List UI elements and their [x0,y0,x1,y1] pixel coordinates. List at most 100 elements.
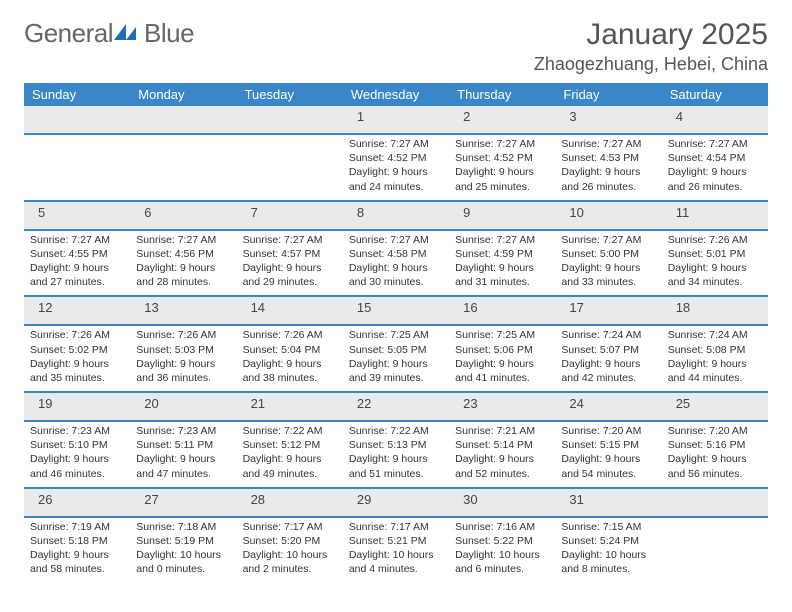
day-cell: Sunrise: 7:26 AMSunset: 5:04 PMDaylight:… [237,325,343,392]
day-number: 2 [455,106,549,127]
day-cell: Sunrise: 7:27 AMSunset: 4:54 PMDaylight:… [662,134,768,201]
weekday-header: Saturday [662,83,768,106]
day-number-row: 567891011 [24,201,768,230]
day-details-text: Sunrise: 7:27 AMSunset: 4:59 PMDaylight:… [455,231,549,290]
day-number-row: 19202122232425 [24,392,768,421]
day-cell: Sunrise: 7:27 AMSunset: 5:00 PMDaylight:… [555,230,661,297]
day-details-row: Sunrise: 7:26 AMSunset: 5:02 PMDaylight:… [24,325,768,392]
day-number: 23 [455,393,549,414]
day-details-text: Sunrise: 7:17 AMSunset: 5:21 PMDaylight:… [349,518,443,577]
day-cell: Sunrise: 7:27 AMSunset: 4:52 PMDaylight:… [449,134,555,201]
day-details-row: Sunrise: 7:19 AMSunset: 5:18 PMDaylight:… [24,517,768,583]
day-cell: Sunrise: 7:15 AMSunset: 5:24 PMDaylight:… [555,517,661,583]
day-number-cell: 17 [555,296,661,325]
day-number: 3 [561,106,655,127]
day-number: 21 [243,393,337,414]
day-number-cell: 13 [130,296,236,325]
weekday-header: Friday [555,83,661,106]
month-title: January 2025 [534,18,768,52]
day-number-cell [237,106,343,134]
day-details-text: Sunrise: 7:21 AMSunset: 5:14 PMDaylight:… [455,422,549,481]
day-number: 10 [561,202,655,223]
day-number-cell: 3 [555,106,661,134]
day-cell: Sunrise: 7:17 AMSunset: 5:20 PMDaylight:… [237,517,343,583]
day-cell [24,134,130,201]
day-number-cell: 21 [237,392,343,421]
day-number: 31 [561,489,655,510]
day-number: 8 [349,202,443,223]
day-number: 18 [668,297,762,318]
day-details-text: Sunrise: 7:23 AMSunset: 5:10 PMDaylight:… [30,422,124,481]
day-number: 22 [349,393,443,414]
location-subtitle: Zhaogezhuang, Hebei, China [534,54,768,75]
day-details-row: Sunrise: 7:23 AMSunset: 5:10 PMDaylight:… [24,421,768,488]
day-number: 25 [668,393,762,414]
day-number-cell: 16 [449,296,555,325]
day-details-text: Sunrise: 7:17 AMSunset: 5:20 PMDaylight:… [243,518,337,577]
weekday-header: Thursday [449,83,555,106]
day-number-cell: 5 [24,201,130,230]
day-number: 20 [136,393,230,414]
day-number-cell: 6 [130,201,236,230]
day-number-cell: 20 [130,392,236,421]
day-cell: Sunrise: 7:22 AMSunset: 5:13 PMDaylight:… [343,421,449,488]
calendar-body: 1234Sunrise: 7:27 AMSunset: 4:52 PMDayli… [24,106,768,582]
day-cell: Sunrise: 7:20 AMSunset: 5:16 PMDaylight:… [662,421,768,488]
day-number-cell: 28 [237,488,343,517]
day-details-text: Sunrise: 7:27 AMSunset: 4:57 PMDaylight:… [243,231,337,290]
day-cell: Sunrise: 7:27 AMSunset: 4:56 PMDaylight:… [130,230,236,297]
day-number: 1 [349,106,443,127]
weekday-header: Tuesday [237,83,343,106]
day-number: 7 [243,202,337,223]
day-number-cell: 7 [237,201,343,230]
day-details-text: Sunrise: 7:18 AMSunset: 5:19 PMDaylight:… [136,518,230,577]
day-number: 6 [136,202,230,223]
day-number-cell: 14 [237,296,343,325]
day-number-cell: 31 [555,488,661,517]
day-number-cell: 23 [449,392,555,421]
day-details-text: Sunrise: 7:20 AMSunset: 5:15 PMDaylight:… [561,422,655,481]
day-number-row: 1234 [24,106,768,134]
day-details-text: Sunrise: 7:27 AMSunset: 5:00 PMDaylight:… [561,231,655,290]
day-number-cell: 30 [449,488,555,517]
day-number: 12 [30,297,124,318]
day-details-text: Sunrise: 7:19 AMSunset: 5:18 PMDaylight:… [30,518,124,577]
day-details-text: Sunrise: 7:20 AMSunset: 5:16 PMDaylight:… [668,422,762,481]
day-details-text: Sunrise: 7:27 AMSunset: 4:58 PMDaylight:… [349,231,443,290]
day-cell: Sunrise: 7:22 AMSunset: 5:12 PMDaylight:… [237,421,343,488]
day-cell: Sunrise: 7:27 AMSunset: 4:52 PMDaylight:… [343,134,449,201]
day-number-cell: 2 [449,106,555,134]
day-cell: Sunrise: 7:26 AMSunset: 5:01 PMDaylight:… [662,230,768,297]
day-details-text: Sunrise: 7:15 AMSunset: 5:24 PMDaylight:… [561,518,655,577]
day-number-cell: 24 [555,392,661,421]
day-details-text: Sunrise: 7:22 AMSunset: 5:12 PMDaylight:… [243,422,337,481]
day-cell: Sunrise: 7:19 AMSunset: 5:18 PMDaylight:… [24,517,130,583]
day-details-text: Sunrise: 7:27 AMSunset: 4:52 PMDaylight:… [349,135,443,194]
day-cell: Sunrise: 7:27 AMSunset: 4:55 PMDaylight:… [24,230,130,297]
day-number-row: 12131415161718 [24,296,768,325]
day-cell [130,134,236,201]
day-details-text: Sunrise: 7:27 AMSunset: 4:56 PMDaylight:… [136,231,230,290]
page-header: General Blue January 2025 Zhaogezhuang, … [24,18,768,75]
day-details-text: Sunrise: 7:27 AMSunset: 4:55 PMDaylight:… [30,231,124,290]
brand-part2: Blue [144,18,194,49]
day-number: 27 [136,489,230,510]
day-details-row: Sunrise: 7:27 AMSunset: 4:52 PMDaylight:… [24,134,768,201]
calendar-table: Sunday Monday Tuesday Wednesday Thursday… [24,83,768,582]
day-cell [662,517,768,583]
day-cell: Sunrise: 7:24 AMSunset: 5:07 PMDaylight:… [555,325,661,392]
day-number: 17 [561,297,655,318]
day-number: 16 [455,297,549,318]
day-number: 26 [30,489,124,510]
day-number-cell: 27 [130,488,236,517]
day-details-text: Sunrise: 7:27 AMSunset: 4:53 PMDaylight:… [561,135,655,194]
day-cell: Sunrise: 7:23 AMSunset: 5:11 PMDaylight:… [130,421,236,488]
day-cell: Sunrise: 7:27 AMSunset: 4:59 PMDaylight:… [449,230,555,297]
logo-icon [113,18,144,49]
day-number: 28 [243,489,337,510]
day-details-text: Sunrise: 7:26 AMSunset: 5:03 PMDaylight:… [136,326,230,385]
day-cell: Sunrise: 7:26 AMSunset: 5:02 PMDaylight:… [24,325,130,392]
calendar-page: General Blue January 2025 Zhaogezhuang, … [0,0,792,592]
day-number: 30 [455,489,549,510]
day-number-cell: 4 [662,106,768,134]
